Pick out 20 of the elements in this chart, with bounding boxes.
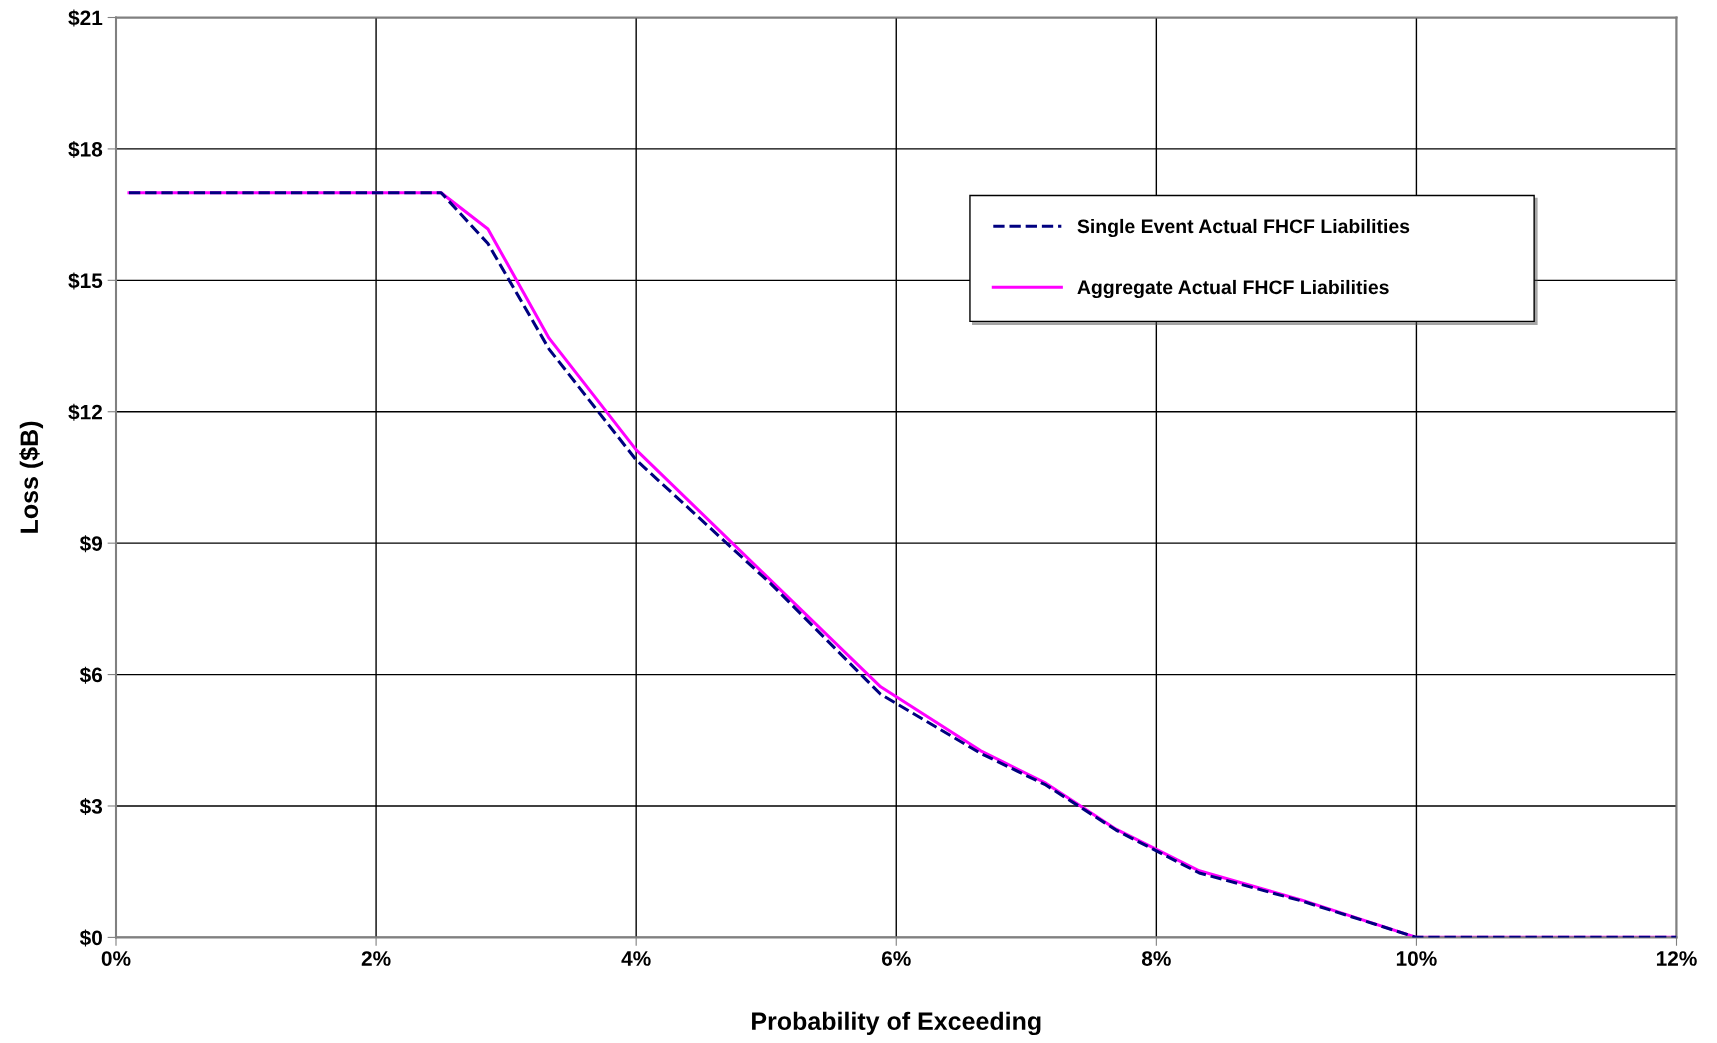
y-tick-label: $21 — [68, 9, 103, 27]
y-tick-label: $0 — [79, 929, 102, 947]
legend-label: Single Event Actual FHCF Liabilities — [1077, 218, 1410, 238]
x-tick-label: 10% — [1396, 951, 1437, 966]
x-tick-label: 0% — [101, 951, 131, 966]
y-tick-label: $12 — [68, 403, 102, 421]
x-tick-label: 2% — [361, 951, 391, 966]
x-tick-label: 6% — [881, 951, 911, 966]
y-tick-label: $6 — [79, 666, 103, 684]
y-tick-label: $18 — [68, 141, 103, 159]
x-tick-label: 8% — [1141, 951, 1171, 966]
y-tick-label: $9 — [79, 535, 103, 553]
x-tick-label: 4% — [621, 951, 651, 966]
y-axis-title: Loss ($B) — [19, 421, 44, 533]
x-tick-label: 12% — [1656, 951, 1697, 966]
x-axis-title: Probability of Exceeding — [752, 1011, 1041, 1036]
legend-label: Aggregate Actual FHCF Liabilities — [1077, 279, 1389, 299]
y-tick-label: $3 — [79, 798, 103, 816]
y-tick-label: $15 — [68, 272, 103, 290]
line-series — [127, 191, 1677, 938]
